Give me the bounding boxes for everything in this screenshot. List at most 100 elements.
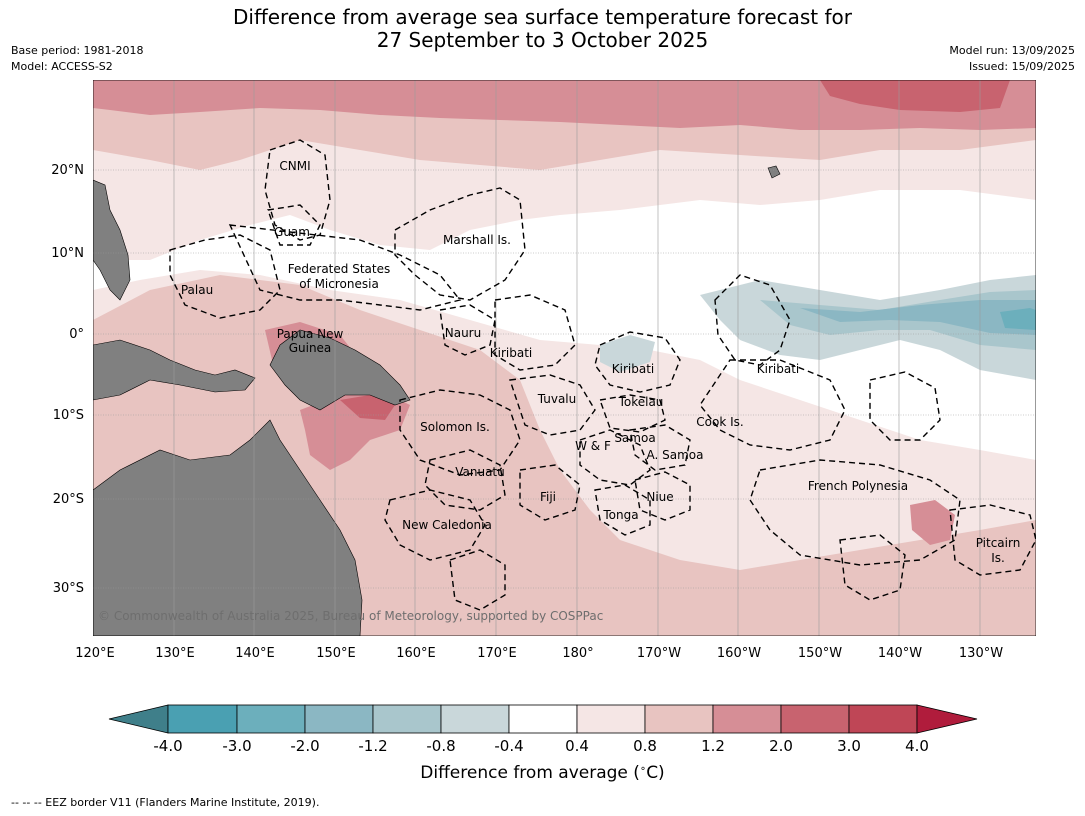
title-line-1: Difference from average sea surface temp… xyxy=(232,5,852,29)
colorbar-tick: -0.4 xyxy=(494,737,524,755)
lon-tick: 140°E xyxy=(235,646,275,661)
lon-tick: 160°W xyxy=(717,646,761,661)
label-tonga: Tonga xyxy=(602,508,638,522)
map-area xyxy=(93,80,1036,636)
anomaly-cool-4 xyxy=(1000,308,1036,330)
colorbar-bin xyxy=(508,704,578,734)
title-line-2: 27 September to 3 October 2025 xyxy=(376,28,709,52)
label-niue: Niue xyxy=(646,490,673,504)
latitude-ticks: 20°N 10°N 0° 10°S 20°S 30°S xyxy=(51,163,84,596)
colorbar-tick: 3.0 xyxy=(837,737,861,755)
new-guinea-land xyxy=(269,329,411,411)
colorbar-tick: 0.4 xyxy=(565,737,589,755)
label-fsm-2: of Micronesia xyxy=(299,277,379,291)
region-labels: CNMI Guam Marshall Is. Federated States … xyxy=(181,159,1020,565)
label-fsm-1: Federated States xyxy=(288,262,390,276)
colorbar-bin xyxy=(304,704,374,734)
lon-tick: 170°W xyxy=(637,646,681,661)
colorbar-tick: 1.2 xyxy=(701,737,725,755)
lat-tick: 0° xyxy=(69,327,84,342)
philippines-land xyxy=(93,179,131,301)
label-new-caledonia: New Caledonia xyxy=(402,518,492,532)
lon-tick: 130°W xyxy=(959,646,1003,661)
lon-tick: 150°E xyxy=(316,646,356,661)
anomaly-2.0-3.0 xyxy=(820,80,1010,112)
label-kiribati-central: Kiribati xyxy=(612,362,654,376)
lon-tick: 120°E xyxy=(75,646,115,661)
colorbar xyxy=(108,704,978,734)
lat-tick: 10°N xyxy=(51,246,84,261)
label-asamoa: A. Samoa xyxy=(647,448,704,462)
lon-tick: 160°E xyxy=(396,646,436,661)
colorbar-bin xyxy=(712,704,782,734)
label-png-2: Guinea xyxy=(289,341,332,355)
colorbar-extend-high xyxy=(916,704,978,734)
label-cnmi: CNMI xyxy=(279,159,310,173)
model-name: Model: ACCESS-S2 xyxy=(11,60,113,73)
label-tokelau: Tokelau xyxy=(618,395,664,409)
colorbar-bin xyxy=(167,704,238,734)
issued-date: Issued: 15/09/2025 xyxy=(968,60,1075,73)
australia-land xyxy=(93,419,363,636)
anomaly-1.2-2.0-fp xyxy=(910,500,955,545)
anomaly-cool-3 xyxy=(800,300,1036,335)
label-samoa: Samoa xyxy=(614,431,655,445)
base-period: Base period: 1981-2018 xyxy=(11,44,144,57)
colorbar-tick: -4.0 xyxy=(153,737,183,755)
colorbar-extend-low xyxy=(108,704,169,734)
graticule xyxy=(93,169,1036,589)
label-cook: Cook Is. xyxy=(696,415,743,429)
colorbar-title-text: Difference from average ( xyxy=(420,763,640,783)
anomaly-cool-small xyxy=(600,335,655,372)
anomaly-1.2-2.0 xyxy=(93,80,1036,130)
model-run: Model run: 13/09/2025 xyxy=(949,44,1075,57)
label-kiribati-east: Kiribati xyxy=(757,362,799,376)
longitude-ticks: 120°E 130°E 140°E 150°E 160°E 170°E 180°… xyxy=(75,646,1003,661)
colorbar-tick: 0.8 xyxy=(633,737,657,755)
label-guam: Guam xyxy=(274,225,310,239)
colorbar-bin xyxy=(644,704,714,734)
colorbar-tick: 2.0 xyxy=(769,737,793,755)
lon-tick: 180° xyxy=(562,646,593,661)
label-tuvalu: Tuvalu xyxy=(537,392,577,406)
lon-tick: 140°W xyxy=(878,646,922,661)
label-french-polynesia: French Polynesia xyxy=(808,479,908,493)
colorbar-bin xyxy=(576,704,646,734)
graticule-meridians xyxy=(173,80,981,636)
map-title: Difference from average sea surface temp… xyxy=(0,6,1085,52)
hawaii-land xyxy=(767,165,781,179)
colorbar-bin xyxy=(780,704,850,734)
colorbar-title: Difference from average (∘C) xyxy=(420,763,665,783)
anomaly-2.0-3.0-png xyxy=(340,395,395,420)
label-kiribati-west: Kiribati xyxy=(490,346,532,360)
lat-tick: 30°S xyxy=(53,581,84,596)
colorbar-bin xyxy=(236,704,306,734)
colorbar-bin xyxy=(848,704,918,734)
label-pitcairn-1: Pitcairn xyxy=(976,536,1021,550)
colorbar-tick: -3.0 xyxy=(222,737,252,755)
lon-tick: 130°E xyxy=(155,646,195,661)
label-png-1: Papua New xyxy=(277,327,344,341)
label-fiji: Fiji xyxy=(540,490,556,504)
copyright-notice: © Commonwealth of Australia 2025, Bureau… xyxy=(98,609,604,623)
colorbar-tick: -2.0 xyxy=(290,737,320,755)
label-wf: W & F xyxy=(575,439,611,453)
label-palau: Palau xyxy=(181,283,213,297)
colorbar-title-unit: C) xyxy=(646,763,665,783)
lat-tick: 20°N xyxy=(51,163,84,178)
colorbar-tick: -0.8 xyxy=(426,737,456,755)
meta-right: Model run: 13/09/2025 Issued: 15/09/2025 xyxy=(949,43,1075,75)
eez-borders xyxy=(169,139,1036,611)
lon-tick: 150°W xyxy=(798,646,842,661)
label-pitcairn-2: Is. xyxy=(991,551,1005,565)
label-nauru: Nauru xyxy=(445,326,481,340)
label-marshall: Marshall Is. xyxy=(443,233,511,247)
colorbar-bin xyxy=(372,704,442,734)
eez-footnote: -- -- -- EEZ border V11 (Flanders Marine… xyxy=(11,796,320,809)
meta-left: Base period: 1981-2018 Model: ACCESS-S2 xyxy=(11,43,143,75)
lat-tick: 20°S xyxy=(53,492,84,507)
lon-tick: 170°E xyxy=(477,646,517,661)
label-vanuatu: Vanuatu xyxy=(455,465,505,479)
lat-tick: 10°S xyxy=(53,408,84,423)
